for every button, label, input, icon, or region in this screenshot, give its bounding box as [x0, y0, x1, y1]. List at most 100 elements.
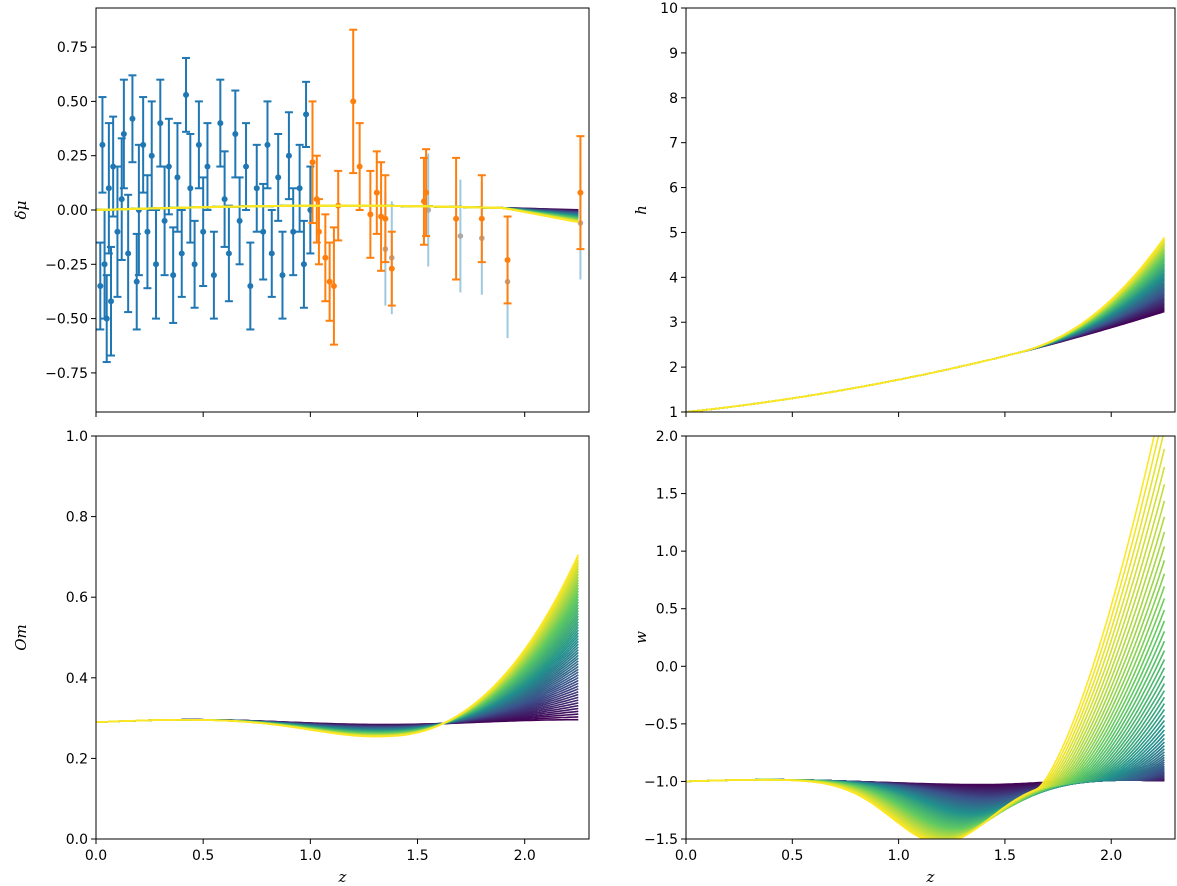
sn-point [157, 120, 164, 127]
h-curve [686, 264, 1165, 412]
sn-point [133, 278, 140, 285]
sn-point [170, 272, 177, 279]
y-axis-label: δμ [12, 201, 30, 220]
y-tick-label: 1.0 [656, 544, 678, 560]
sn-point [187, 185, 194, 192]
x-tick-label: 1.0 [299, 848, 321, 864]
hz-point [577, 189, 584, 196]
hz-point [388, 265, 395, 272]
y-tick-label: 0.00 [57, 203, 88, 219]
plot-frame [95, 435, 590, 840]
h-curve [686, 273, 1165, 412]
axes-w: 0.0 0.5 1.0 1.5 2.0 −1.5 −1.0 −0.5 0.0 0.5 1.0 1.5 2… [632, 429, 1176, 886]
y-tick-label: 6 [669, 181, 678, 197]
sn-point [253, 185, 260, 192]
y-tick-label: 0.0 [656, 659, 678, 675]
h-curve [686, 258, 1165, 412]
x-tick-label: 0.5 [192, 848, 214, 864]
sn-point [114, 228, 121, 235]
h-curve [686, 256, 1165, 412]
y-tick-label: 4 [669, 270, 678, 286]
axes-h: 1 2 3 4 5 6 7 8 9 10 h [632, 1, 1176, 421]
sn-point [174, 174, 181, 181]
axes-dmu: −0.75 −0.50 −0.25 0.00 0.25 0.50 0.75 δμ [12, 7, 590, 417]
h-curve [686, 265, 1165, 412]
h-curve [686, 280, 1165, 412]
y-tick-label: 2.0 [656, 429, 678, 445]
hz-point [373, 189, 380, 196]
sn-point [296, 185, 303, 192]
h-curve [686, 259, 1165, 412]
plot-frame [685, 435, 1176, 840]
sn-point [191, 261, 198, 268]
y-tick-label: 2 [669, 360, 678, 376]
h-curve [686, 290, 1165, 412]
hz-point [367, 211, 374, 218]
sn-point [129, 115, 136, 122]
sn-point [243, 163, 250, 170]
y-tick-label: 3 [669, 315, 678, 331]
hz-point [356, 163, 363, 170]
sn-point [217, 120, 224, 127]
h-curve [686, 293, 1165, 412]
sn-point [105, 185, 112, 192]
plot-area-w [686, 436, 1166, 839]
h-curve [686, 260, 1165, 412]
y-tick-label: 9 [669, 46, 678, 62]
y-tick-label: 1.5 [656, 487, 678, 503]
sn-point [148, 152, 155, 159]
h-curve [686, 288, 1165, 412]
h-curve [686, 294, 1165, 412]
x-tick-label: 0.0 [85, 848, 107, 864]
sn-point [264, 141, 271, 148]
y-axis-label: h [632, 205, 650, 215]
sn-point [165, 163, 172, 170]
hz-point [315, 228, 322, 235]
sn-point [260, 228, 267, 235]
x-tick-label: 0.5 [781, 848, 803, 864]
sn-point [97, 283, 104, 290]
hz-point [453, 215, 460, 222]
y-tick-label: −0.25 [45, 257, 88, 273]
h-curve [686, 261, 1165, 412]
hz-point [330, 283, 337, 290]
om-curve [96, 554, 580, 738]
x-tick-label: 2.0 [514, 848, 536, 864]
w-curve [686, 436, 1155, 839]
y-tick-label: 0.8 [66, 510, 88, 526]
sn-point [279, 272, 286, 279]
sn-point [225, 250, 232, 257]
sn-point [144, 228, 151, 235]
sn-point [200, 228, 207, 235]
sn-point [195, 141, 202, 148]
h-curve [686, 276, 1165, 412]
sn-point [120, 130, 127, 137]
sn-point [118, 196, 125, 203]
plot-frame [685, 7, 1176, 413]
sn-point [183, 91, 190, 98]
sn-point [303, 111, 310, 118]
y-tick-label: 7 [669, 136, 678, 152]
y-tick-label: 5 [669, 225, 678, 241]
h-curve [686, 270, 1165, 412]
y-tick-label: 8 [669, 91, 678, 107]
h-curve [686, 284, 1165, 412]
h-curve [686, 283, 1165, 412]
h-curve [686, 271, 1165, 412]
model-curve [96, 204, 579, 224]
sn-point [290, 228, 297, 235]
x-tick-label: 1.5 [406, 848, 428, 864]
x-tick-label: 1.0 [887, 848, 909, 864]
sn-point [221, 196, 228, 203]
axes-om: 0.0 0.5 1.0 1.5 2.0 0.0 0.2 0.4 0.6 0.8 1.0 Om z [12, 429, 590, 886]
y-tick-label: 0.5 [656, 602, 678, 618]
h-curve [686, 267, 1165, 412]
sn-point [110, 163, 117, 170]
x-tick-label: 2.0 [1100, 848, 1122, 864]
h-curve [686, 285, 1165, 412]
sn-point [285, 152, 292, 159]
hz-point [423, 189, 430, 196]
h-curve [686, 289, 1165, 412]
y-tick-label: −1.0 [644, 774, 678, 790]
plot-area-h [686, 236, 1166, 412]
